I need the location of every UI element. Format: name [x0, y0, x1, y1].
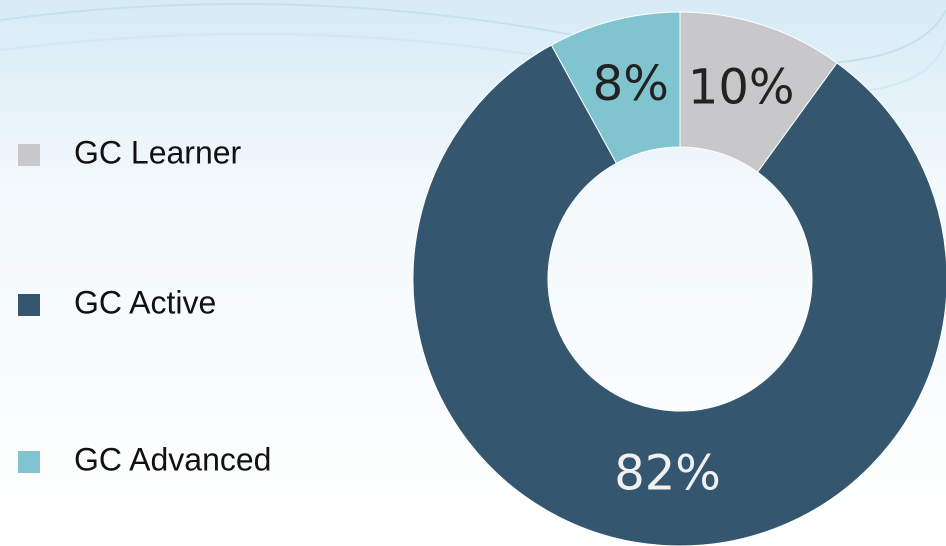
legend-swatch: [18, 294, 40, 316]
legend-swatch: [18, 451, 40, 473]
donut-slice: [412, 44, 946, 546]
value-label: 8%: [593, 56, 669, 112]
legend-label: GC Active: [74, 284, 216, 320]
legend: GC Learner GC Active GC Advanced: [18, 134, 271, 477]
decor-wave: [0, 3, 946, 65]
legend-swatch: [18, 144, 40, 166]
value-label: 10%: [688, 60, 795, 116]
donut: [412, 11, 946, 546]
legend-label: GC Advanced: [74, 441, 271, 477]
value-label: 82%: [614, 446, 721, 502]
donut-slice: [550, 11, 681, 165]
legend-label: GC Learner: [74, 134, 242, 170]
value-labels: 10% 82% 8%: [593, 56, 795, 501]
